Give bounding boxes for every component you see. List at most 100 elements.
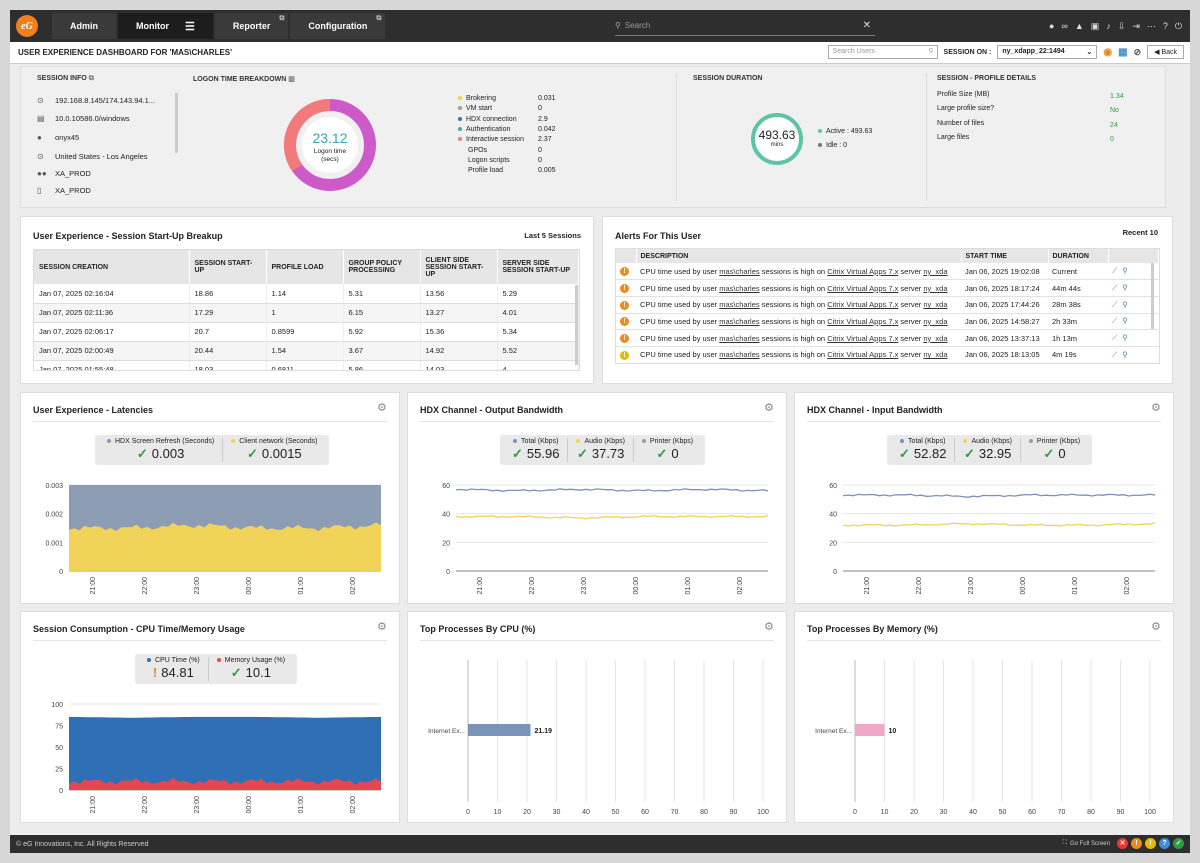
chart-icon[interactable]: ▥ xyxy=(288,76,295,83)
hide-icon[interactable]: ⊘ xyxy=(1133,46,1142,57)
alert-user-link[interactable]: mas\charles xyxy=(719,333,760,343)
bar[interactable] xyxy=(855,724,885,736)
startup-scrollbar[interactable] xyxy=(575,285,578,365)
alert-product-link[interactable]: Citrix Virtual Apps 7.x xyxy=(827,266,899,276)
alert-server-link[interactable]: ny_xda xyxy=(923,266,948,276)
search-users-input[interactable]: Search Users ⚲ xyxy=(827,45,938,59)
tab-configuration[interactable]: Configuration ⧉ xyxy=(290,13,386,39)
normal-alarm-icon[interactable]: ✓ xyxy=(1173,838,1184,849)
gear-icon[interactable]: ⚙ xyxy=(764,621,774,633)
dashboard-icon[interactable]: ▣ xyxy=(1090,20,1100,31)
alert-server-link[interactable]: ny_xda xyxy=(923,283,948,293)
major-alarm-icon[interactable]: ! xyxy=(1131,838,1142,849)
table-row[interactable]: Jan 07, 2025 02:11:36 17.29 1 6.15 13.27 4.01 xyxy=(34,303,579,323)
x-tick-label: 100 xyxy=(757,809,769,816)
alert-product-link[interactable]: Citrix Virtual Apps 7.x xyxy=(827,350,899,360)
minor-alert-icon: ! xyxy=(620,350,629,360)
magnify-icon[interactable]: ⚲ xyxy=(1122,299,1128,309)
gear-icon[interactable]: ⚙ xyxy=(764,402,774,414)
alert-user-link[interactable]: mas\charles xyxy=(719,300,760,310)
alert-server-link[interactable]: ny_xda xyxy=(923,316,948,326)
area-series-2[interactable] xyxy=(69,522,381,572)
alert-duration: 28m 38s xyxy=(1048,296,1108,314)
alert-product-link[interactable]: Citrix Virtual Apps 7.x xyxy=(827,283,899,293)
y-tick-label: 0 xyxy=(59,788,63,795)
logon-legend-item: Profile load xyxy=(468,167,503,174)
clear-search-icon[interactable]: ✕ xyxy=(862,20,871,31)
graph-icon[interactable]: ⟋ xyxy=(1112,316,1118,326)
session-info-icon[interactable]: ⧉ xyxy=(88,75,94,82)
help-icon[interactable]: ? xyxy=(1162,21,1168,31)
magnify-icon[interactable]: ⚲ xyxy=(1122,333,1128,343)
eg-logo[interactable]: eG xyxy=(16,15,38,37)
session-select[interactable]: ny_xdapp_22:1494 ⌄ xyxy=(997,45,1098,59)
power-icon[interactable]: ⏻ xyxy=(1174,20,1182,31)
alert-product-link[interactable]: Citrix Virtual Apps 7.x xyxy=(827,316,899,326)
alert-row[interactable]: ! CPU time used by user mas\charles sessi… xyxy=(616,263,1159,281)
user-icon[interactable]: ● xyxy=(1048,21,1055,31)
line-series-2[interactable] xyxy=(842,522,1156,527)
magnify-icon[interactable]: ⚲ xyxy=(1122,266,1128,276)
alert-row[interactable]: ! CPU time used by user mas\charles sessi… xyxy=(616,279,1159,297)
table-row[interactable]: Jan 07, 2025 01:55:48 18.03 0.6811 5.86 14.0… xyxy=(34,360,579,370)
global-search-input[interactable]: ⚲ Search ✕ xyxy=(615,16,875,36)
back-button[interactable]: ◀ Back xyxy=(1147,45,1184,59)
line-series-2[interactable] xyxy=(455,514,769,520)
alert-user-link[interactable]: mas\charles xyxy=(719,266,760,276)
table-row[interactable]: Jan 07, 2025 02:06:17 20.7 0.8599 5.92 15.36… xyxy=(34,322,579,342)
globe-icon[interactable]: ◉ xyxy=(1103,46,1113,58)
alert-row[interactable]: ! CPU time used by user mas\charles sessi… xyxy=(616,346,1159,363)
menu-icon[interactable]: ☰ xyxy=(185,20,195,33)
fullscreen-link[interactable]: Go Full Screen xyxy=(1069,840,1110,847)
session-info-scrollbar[interactable] xyxy=(175,93,178,153)
alert-server-link[interactable]: ny_xda xyxy=(923,300,948,310)
graph-icon[interactable]: ⟋ xyxy=(1112,349,1118,359)
table-row[interactable]: Jan 07, 2025 02:16:04 18.86 1.14 5.31 13.56 5… xyxy=(34,284,579,304)
alert-user-link[interactable]: mas\charles xyxy=(719,283,760,293)
tab-reporter[interactable]: Reporter ⧉ xyxy=(214,13,289,39)
alert-user-link[interactable]: mas\charles xyxy=(719,316,760,326)
graph-icon[interactable]: ⟋ xyxy=(1112,266,1118,276)
startup-table: SESSION CREATION SESSION START-UP PROFILE … xyxy=(34,250,579,370)
more-icon[interactable]: ⋯ xyxy=(1146,20,1156,31)
bar[interactable] xyxy=(468,724,531,736)
bell-icon[interactable]: ♪ xyxy=(1106,21,1111,31)
tab-monitor[interactable]: Monitor ☰ xyxy=(118,13,213,39)
kpi-memory-usage-label: Memory Usage (%) xyxy=(224,657,286,664)
area-series-1[interactable] xyxy=(69,716,381,790)
alert-row[interactable]: ! CPU time used by user mas\charles sessi… xyxy=(616,296,1159,314)
line-series-1[interactable] xyxy=(842,493,1156,498)
gear-icon[interactable]: ⚙ xyxy=(1151,621,1161,633)
magnify-icon[interactable]: ⚲ xyxy=(1122,349,1128,359)
gear-icon[interactable]: ⚙ xyxy=(377,621,387,633)
unknown-alarm-icon[interactable]: ? xyxy=(1159,838,1170,849)
alerts-scrollbar[interactable] xyxy=(1151,263,1154,329)
alert-product-link[interactable]: Citrix Virtual Apps 7.x xyxy=(827,300,899,310)
alert-row[interactable]: ! CPU time used by user mas\charles sessi… xyxy=(616,329,1159,347)
fullscreen-icon[interactable]: ⛶ xyxy=(1062,840,1067,846)
critical-alarm-icon[interactable]: ✕ xyxy=(1117,838,1128,849)
magnify-icon[interactable]: ⚲ xyxy=(1122,283,1128,293)
minor-alarm-icon[interactable]: ! xyxy=(1145,838,1156,849)
graph-icon[interactable]: ⟋ xyxy=(1112,333,1118,343)
gear-icon[interactable]: ⚙ xyxy=(377,402,387,414)
alert-server-link[interactable]: ny_xda xyxy=(923,333,948,343)
table-cell: Jan 07, 2025 02:00:49 xyxy=(34,341,190,361)
alert-user-link[interactable]: mas\charles xyxy=(719,350,760,360)
table-row[interactable]: Jan 07, 2025 02:00:49 20.44 1.54 3.67 14.92 5… xyxy=(34,341,579,361)
gear-icon[interactable]: ⚙ xyxy=(1151,402,1161,414)
grid-icon[interactable]: ▦ xyxy=(1118,46,1128,58)
download-icon[interactable]: ⇩ xyxy=(1117,20,1126,31)
link-icon[interactable]: ∞ xyxy=(1061,21,1068,31)
magnify-icon[interactable]: ⚲ xyxy=(1122,316,1128,326)
area-series-2[interactable] xyxy=(69,778,381,790)
alert-row[interactable]: ! CPU time used by user mas\charles sessi… xyxy=(616,313,1159,331)
line-series-1[interactable] xyxy=(455,488,769,492)
alert-server-link[interactable]: ny_xda xyxy=(923,350,948,360)
tab-admin[interactable]: Admin xyxy=(52,13,116,39)
graph-icon[interactable]: ⟋ xyxy=(1112,299,1118,309)
signout-icon[interactable]: ⇥ xyxy=(1132,20,1140,31)
alarm-icon[interactable]: ▲ xyxy=(1074,21,1084,31)
graph-icon[interactable]: ⟋ xyxy=(1112,283,1118,293)
alert-product-link[interactable]: Citrix Virtual Apps 7.x xyxy=(827,333,899,343)
